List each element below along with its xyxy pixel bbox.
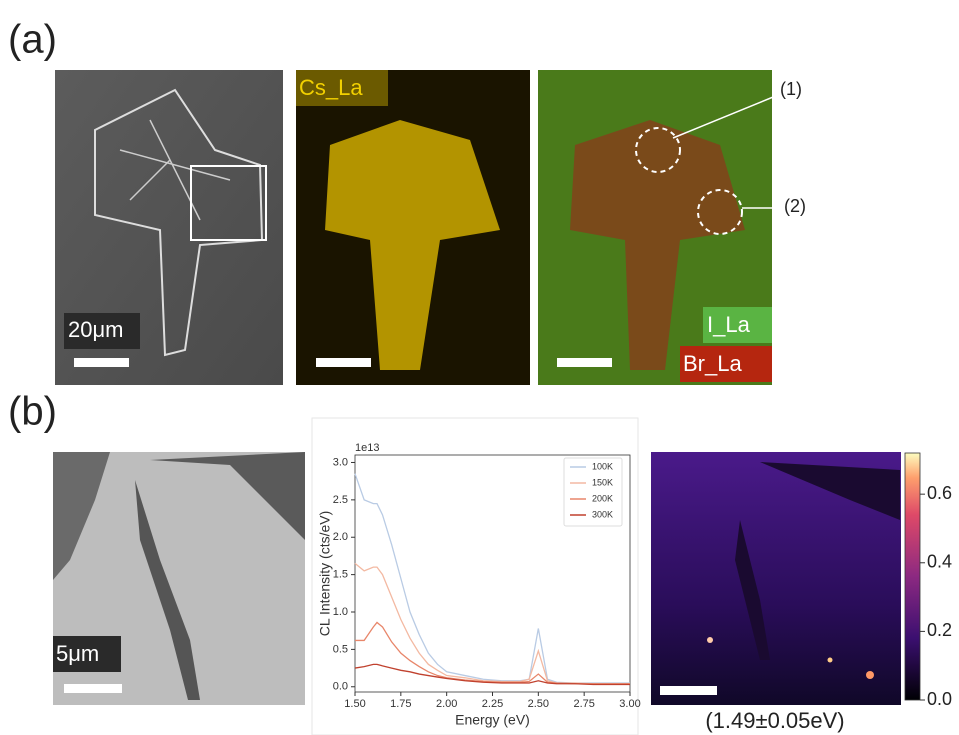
colorbar-tick-label: 0.4 (927, 552, 952, 572)
x-tick-label: 2.75 (573, 698, 594, 710)
colorbar-tick-label: 0.6 (927, 483, 952, 503)
colorbar: 0.0 0.2 0.4 0.6 (905, 453, 952, 709)
region-label: (2) (784, 196, 806, 216)
legend-label: 300K (592, 509, 613, 519)
legend-label: 150K (592, 477, 613, 487)
sem-zoom: 5μm (53, 452, 305, 705)
map-label: I_La (707, 312, 751, 337)
panel-label: (b) (8, 390, 57, 434)
y-tick-label: 3.0 (333, 456, 348, 468)
x-axis-label: Energy (eV) (455, 712, 530, 728)
map-caption: (1.49±0.05eV) (705, 708, 844, 733)
y-tick-label: 0.0 (333, 681, 348, 693)
colorbar-tick-label: 0.2 (927, 620, 952, 640)
sem-image: 20μm (55, 70, 283, 385)
region-label: (1) (780, 79, 802, 99)
scale-label: 5μm (56, 641, 99, 666)
x-tick-label: 1.50 (344, 698, 365, 710)
y-tick-label: 0.5 (333, 643, 348, 655)
map-label: Br_La (683, 351, 742, 376)
colorbar-tick-label: 0.0 (927, 689, 952, 709)
y-tick-label: 2.0 (333, 531, 348, 543)
scale-label: 20μm (68, 317, 123, 342)
x-tick-label: 1.75 (390, 698, 411, 710)
colorbar-scale (905, 453, 920, 700)
x-tick-label: 2.00 (436, 698, 457, 710)
y-tick-label: 1.5 (333, 569, 348, 581)
cs-map: Cs_La (296, 70, 530, 385)
y-tick-label: 1.0 (333, 606, 348, 618)
y-tick-label: 2.5 (333, 494, 348, 506)
x-tick-label: 2.25 (482, 698, 503, 710)
x-tick-label: 3.00 (619, 698, 640, 710)
panel-label: (a) (8, 18, 57, 62)
map-label: Cs_La (299, 75, 363, 100)
y-axis-label: CL Intensity (cts/eV) (317, 511, 333, 637)
legend-label: 200K (592, 493, 613, 503)
legend-label: 100K (592, 461, 613, 471)
x-tick-label: 2.50 (528, 698, 549, 710)
cl-map (651, 452, 901, 705)
figure: (a) (b) 20μm Cs_La I_La Br_La (1) (2) (0, 0, 959, 735)
y-offset-label: 1e13 (355, 442, 379, 454)
ibr-map: I_La Br_La (538, 70, 778, 385)
